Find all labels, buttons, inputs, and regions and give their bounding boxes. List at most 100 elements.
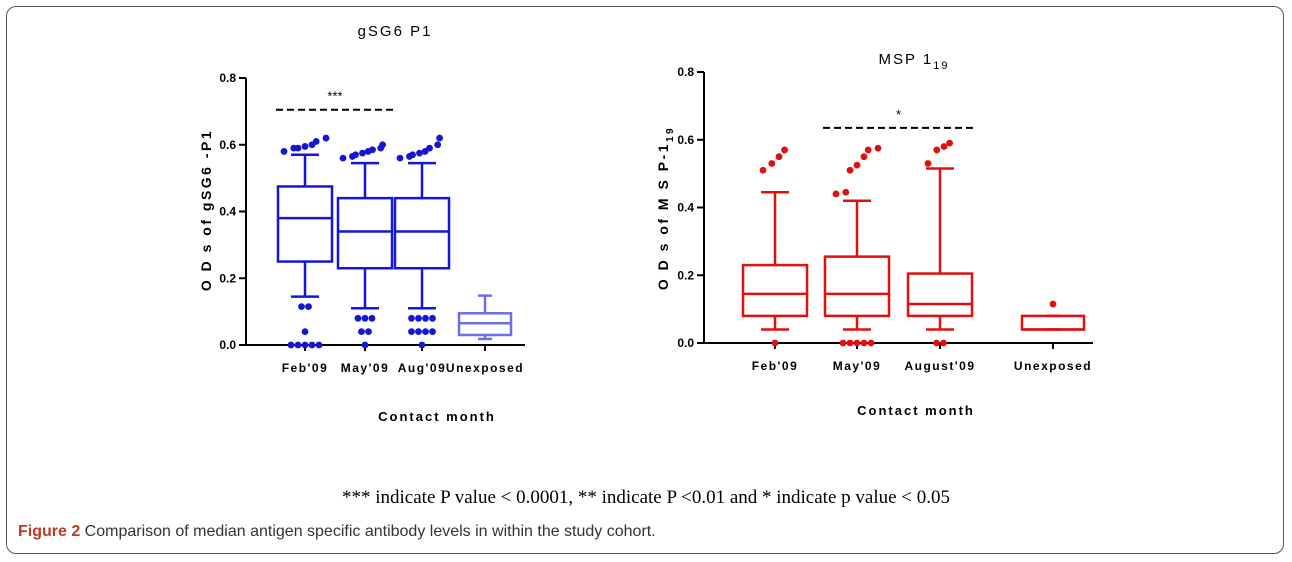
box-iqr — [823, 255, 891, 318]
figure-frame — [6, 6, 1284, 554]
outlier-point — [429, 314, 436, 322]
right-y-tick-label: 0.8 — [677, 65, 694, 79]
outlier-point — [361, 314, 369, 322]
outlier-point — [301, 341, 309, 349]
outlier-point — [415, 328, 422, 336]
outlier-point — [781, 146, 788, 154]
right-y-axis-label: O D s of M S P-119 — [655, 126, 676, 290]
outlier-point — [771, 339, 779, 347]
outlier-point — [933, 339, 940, 347]
outlier-point — [301, 143, 309, 150]
outlier-point — [436, 134, 443, 142]
right-y-tick-label: 0.0 — [677, 336, 694, 350]
outlier-point — [422, 314, 429, 322]
right-x-tick-label: Feb'09 — [752, 359, 799, 373]
outlier-point — [846, 166, 854, 174]
left-y-tick-label: 0.0 — [219, 338, 236, 352]
outlier-point — [422, 328, 429, 336]
outlier-point — [759, 166, 767, 174]
left-y-axis-label: O D s of gSG6 -P1 — [198, 129, 214, 291]
outlier-point — [354, 314, 362, 322]
outlier-point — [294, 341, 302, 349]
caption-label: Figure 2 — [18, 523, 81, 540]
outlier-point — [352, 151, 359, 159]
outlier-point — [1049, 300, 1057, 308]
left-x-tick-label: May'09 — [341, 361, 390, 375]
left-significance-label: *** — [327, 89, 342, 104]
outlier-point — [860, 153, 868, 161]
left-y-tick-label: 0.6 — [219, 138, 236, 152]
outlier-point — [339, 154, 347, 162]
outlier-point — [842, 188, 850, 196]
right-x-axis-label: Contact month — [857, 403, 975, 418]
figure-plots: gSG6 P1 O D s of gSG6 -P1 Contact month … — [198, 23, 1093, 424]
outlier-point — [408, 314, 415, 322]
outlier-point — [322, 134, 330, 142]
box-iqr — [1020, 314, 1086, 331]
left-x-tick-label: Aug'09 — [398, 361, 447, 375]
outlier-point — [294, 144, 302, 152]
outlier-point — [860, 339, 868, 347]
left-chart-marks: 0.0 0.2 0.4 0.6 0.8 Feb'09 May'09 Aug'09 Unexpos… — [219, 71, 525, 375]
outlier-point — [946, 139, 953, 147]
right-chart-marks: 0.0 0.2 0.4 0.6 0.8 Feb'09 May'09 August'09 Unex… — [677, 65, 1093, 373]
outlier-point — [415, 314, 422, 322]
box-iqr — [336, 196, 394, 270]
outlier-point — [853, 339, 861, 347]
outlier-point — [426, 144, 433, 152]
right-y-axis-label-sub: 19 — [665, 126, 676, 142]
outlier-point — [839, 339, 847, 347]
outlier-point — [308, 341, 316, 349]
outlier-point — [305, 303, 312, 311]
outlier-point — [301, 328, 309, 336]
outlier-point — [365, 328, 372, 336]
outlier-point — [768, 160, 776, 167]
outlier-point — [408, 328, 415, 336]
outlier-point — [416, 149, 423, 157]
left-chart-title: gSG6 P1 — [358, 23, 433, 40]
right-y-tick-label: 0.2 — [677, 268, 694, 282]
right-x-tick-label: August'09 — [904, 359, 975, 373]
box-iqr — [741, 263, 809, 318]
outlier-point — [379, 141, 386, 149]
right-x-tick-label: Unexposed — [1014, 359, 1092, 373]
outlier-point — [369, 146, 376, 154]
right-chart-title-sub: 19 — [933, 60, 949, 72]
outlier-point — [280, 148, 288, 155]
outlier-point — [358, 328, 365, 336]
outlier-point — [368, 314, 376, 322]
right-y-axis-label-main: O D s of M S P-1 — [655, 142, 671, 290]
right-chart-title-main: MSP 1 — [879, 51, 934, 68]
left-y-tick-label: 0.8 — [219, 71, 236, 85]
outlier-point — [940, 143, 948, 150]
outlier-point — [429, 328, 436, 336]
outlier-point — [940, 339, 947, 347]
significance-footnote: *** indicate P value < 0.0001, ** indica… — [342, 487, 950, 508]
outlier-point — [846, 339, 854, 347]
left-y-tick-label: 0.2 — [219, 271, 236, 285]
outlier-point — [287, 341, 295, 349]
outlier-point — [867, 339, 875, 347]
right-chart-title: MSP 119 — [879, 51, 950, 72]
outlier-point — [853, 161, 861, 169]
outlier-point — [359, 149, 366, 157]
left-x-tick-label: Unexposed — [446, 361, 524, 375]
box-iqr — [276, 185, 334, 263]
outlier-point — [874, 144, 882, 152]
outlier-point — [315, 341, 323, 349]
caption-text: Comparison of median antigen specific an… — [80, 523, 656, 540]
left-x-tick-label: Feb'09 — [282, 361, 329, 375]
outlier-point — [409, 151, 416, 159]
right-y-tick-label: 0.4 — [677, 201, 694, 215]
box-iqr — [906, 272, 974, 318]
right-x-tick-label: May'09 — [833, 359, 882, 373]
outlier-point — [298, 303, 305, 311]
box-iqr — [393, 196, 451, 270]
outlier-point — [832, 190, 840, 198]
right-significance-label: * — [896, 107, 901, 122]
right-y-tick-label: 0.6 — [677, 133, 694, 147]
outlier-point — [924, 160, 932, 167]
figure-caption: Figure 2 Comparison of median antigen sp… — [18, 523, 656, 541]
outlier-point — [418, 341, 426, 349]
outlier-point — [864, 146, 872, 154]
